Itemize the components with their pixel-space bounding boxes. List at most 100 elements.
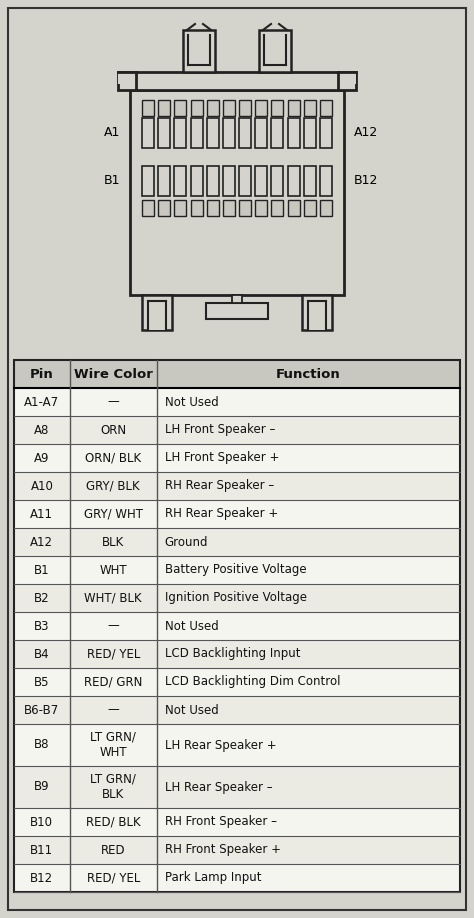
Text: B2: B2 [34, 591, 50, 604]
Bar [191, 166, 203, 196]
Bar [304, 100, 316, 116]
Text: B1: B1 [34, 564, 50, 577]
Bar [223, 200, 235, 216]
Bar [14, 612, 460, 640]
Bar [142, 166, 154, 196]
Text: A10: A10 [30, 479, 53, 492]
Bar [191, 200, 203, 216]
Bar [304, 166, 316, 196]
Bar [14, 500, 460, 528]
Bar [174, 118, 186, 148]
Text: LCD Backlighting Dim Control: LCD Backlighting Dim Control [165, 676, 340, 688]
Bar [308, 301, 326, 330]
Bar [288, 100, 300, 116]
Bar [207, 100, 219, 116]
Text: A1-A7: A1-A7 [24, 396, 59, 409]
Bar [239, 200, 251, 216]
Bar [320, 118, 332, 148]
Text: LH Front Speaker –: LH Front Speaker – [165, 423, 275, 436]
Bar [14, 640, 460, 668]
Text: RH Front Speaker +: RH Front Speaker + [165, 844, 281, 856]
Text: Battery Positive Voltage: Battery Positive Voltage [165, 564, 306, 577]
Bar [142, 295, 172, 330]
Text: ORN/ BLK: ORN/ BLK [85, 452, 141, 465]
Bar [302, 295, 332, 330]
Text: RED/ GRN: RED/ GRN [84, 676, 142, 688]
Bar [191, 118, 203, 148]
Text: BLK: BLK [102, 535, 124, 548]
Bar [14, 388, 460, 416]
Text: RED/ YEL: RED/ YEL [87, 871, 140, 885]
Text: RED: RED [101, 844, 126, 856]
Text: Ignition Positive Voltage: Ignition Positive Voltage [165, 591, 307, 604]
Bar [304, 118, 316, 148]
Text: ORN: ORN [100, 423, 126, 436]
Text: B3: B3 [34, 620, 50, 633]
Text: A12: A12 [30, 535, 54, 548]
Bar [158, 200, 170, 216]
Bar [255, 118, 267, 148]
Bar [174, 100, 186, 116]
Bar [14, 556, 460, 584]
Bar [223, 166, 235, 196]
Bar [207, 200, 219, 216]
Text: Pin: Pin [30, 367, 54, 380]
Bar [118, 72, 356, 90]
Bar [158, 166, 170, 196]
Text: A12: A12 [354, 127, 378, 140]
Bar [304, 200, 316, 216]
Text: B8: B8 [34, 738, 50, 752]
Bar [14, 808, 460, 836]
Bar [320, 100, 332, 116]
Bar [14, 360, 460, 892]
Bar [271, 118, 283, 148]
Bar [158, 100, 170, 116]
Text: RH Rear Speaker –: RH Rear Speaker – [165, 479, 274, 492]
Bar [14, 360, 460, 388]
Bar [14, 864, 460, 892]
Text: LH Front Speaker +: LH Front Speaker + [165, 452, 279, 465]
Text: B9: B9 [34, 780, 50, 793]
Bar [14, 528, 460, 556]
Bar [188, 35, 210, 65]
Bar [320, 166, 332, 196]
Bar [271, 100, 283, 116]
Bar [255, 100, 267, 116]
Bar [142, 118, 154, 148]
Bar [14, 444, 460, 472]
Text: LCD Backlighting Input: LCD Backlighting Input [165, 647, 300, 660]
Text: —: — [107, 703, 119, 717]
Bar [206, 303, 268, 319]
Text: B1: B1 [103, 174, 120, 187]
Bar [174, 166, 186, 196]
Bar [271, 200, 283, 216]
Text: B4: B4 [34, 647, 50, 660]
Text: —: — [107, 396, 119, 409]
Bar [142, 100, 154, 116]
Text: Park Lamp Input: Park Lamp Input [165, 871, 261, 885]
Bar [239, 100, 251, 116]
Text: RED/ YEL: RED/ YEL [87, 647, 140, 660]
Text: WHT: WHT [100, 564, 127, 577]
Bar [14, 360, 460, 892]
Text: A9: A9 [34, 452, 50, 465]
Text: RH Front Speaker –: RH Front Speaker – [165, 815, 277, 829]
Text: A1: A1 [104, 127, 120, 140]
Text: GRY/ WHT: GRY/ WHT [84, 508, 143, 521]
Bar [183, 30, 215, 72]
Bar [14, 696, 460, 724]
Text: Not Used: Not Used [165, 396, 219, 409]
Text: A8: A8 [34, 423, 50, 436]
Bar [191, 100, 203, 116]
Bar [288, 166, 300, 196]
Text: GRY/ BLK: GRY/ BLK [86, 479, 140, 492]
Bar [14, 416, 460, 444]
Bar [14, 724, 460, 766]
Bar [14, 584, 460, 612]
Bar [320, 200, 332, 216]
Text: B11: B11 [30, 844, 54, 856]
Bar [338, 72, 356, 84]
Text: LT GRN/
BLK: LT GRN/ BLK [91, 773, 136, 801]
Bar [255, 200, 267, 216]
Text: Not Used: Not Used [165, 620, 219, 633]
